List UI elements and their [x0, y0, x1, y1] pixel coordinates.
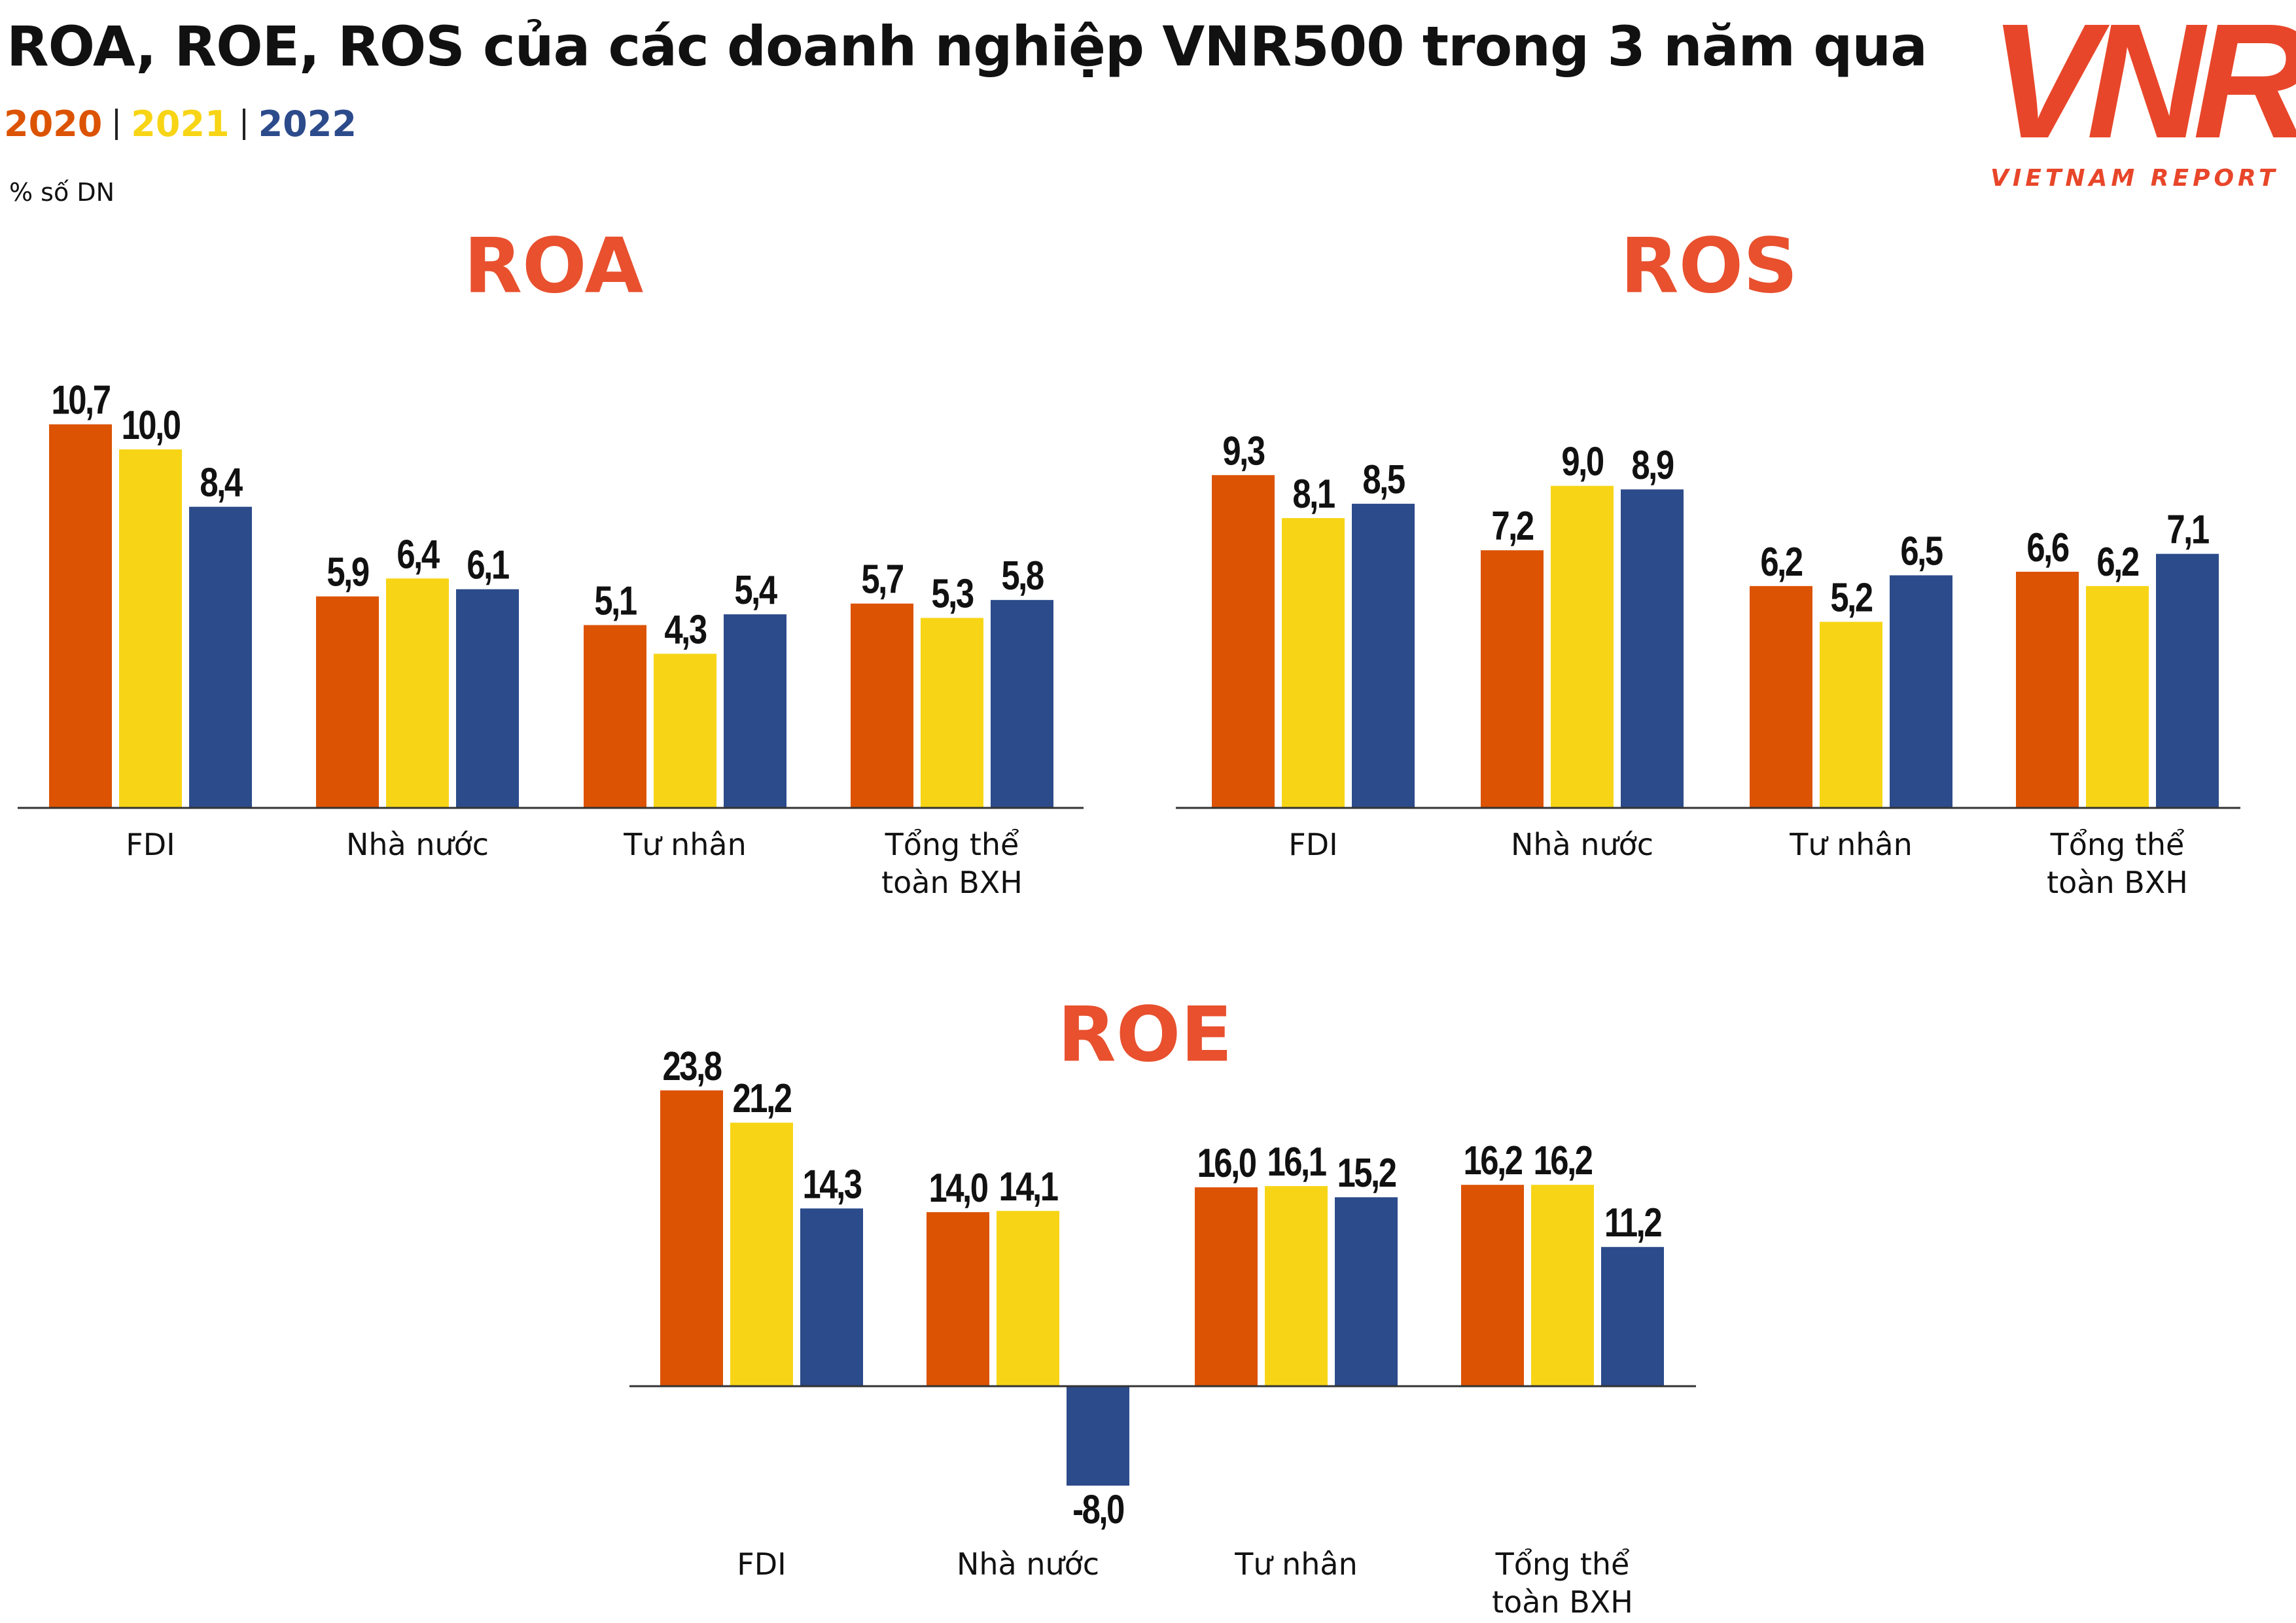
chart-title: ROE — [1057, 991, 1232, 1079]
bar — [724, 614, 786, 808]
value-label: 5,2 — [1830, 576, 1872, 621]
value-label: 5,8 — [1001, 553, 1043, 599]
bar — [851, 603, 913, 808]
x-tick-label: Tư nhân — [624, 827, 747, 862]
page-title: ROA, ROE, ROS của các doanh nghiệp VNR50… — [7, 14, 1928, 79]
bar — [1265, 1186, 1328, 1386]
legend-separator — [115, 109, 118, 140]
value-label: 14,1 — [998, 1164, 1057, 1210]
value-label: 15,2 — [1337, 1151, 1396, 1196]
bar — [1551, 485, 1614, 808]
bar — [1352, 504, 1415, 808]
bar — [1195, 1187, 1258, 1386]
bar — [730, 1123, 793, 1386]
value-label: 8,9 — [1631, 443, 1673, 488]
bar — [1820, 621, 1882, 808]
logo-tagline: VIETNAM REPORT — [1990, 165, 2279, 192]
bar — [654, 654, 716, 808]
bar — [800, 1208, 863, 1386]
value-label: 16,2 — [1463, 1139, 1522, 1184]
bar — [1461, 1185, 1524, 1386]
logo-mark: VNR — [1989, 0, 2296, 172]
legend-entry: 2021 — [131, 103, 230, 145]
x-tick-label: FDI — [1288, 827, 1338, 862]
bar — [316, 596, 379, 808]
x-tick-label: Tổng thể toàn BXH — [1492, 1546, 1633, 1620]
bar — [1601, 1247, 1664, 1386]
bar — [1481, 550, 1544, 808]
bar — [1621, 489, 1684, 808]
value-label: 14,0 — [928, 1166, 987, 1211]
value-label: 5,4 — [734, 568, 777, 613]
unit-label: % số DN — [9, 178, 115, 207]
value-label: 8,1 — [1292, 472, 1334, 517]
value-label: 5,9 — [327, 550, 368, 595]
value-label: 6,1 — [467, 543, 508, 588]
value-label: 5,7 — [861, 557, 903, 602]
bar — [1531, 1185, 1594, 1386]
bar — [1750, 585, 1812, 808]
value-label: 10,7 — [51, 378, 110, 423]
legend: 2020 2021 2022 — [4, 103, 357, 145]
bar — [660, 1090, 723, 1386]
value-label: 6,2 — [2096, 540, 2138, 585]
x-tick-label: FDI — [737, 1546, 786, 1582]
legend-entry: 2020 — [4, 103, 103, 145]
value-label: 6,6 — [2026, 525, 2068, 570]
value-label: 6,4 — [397, 532, 440, 578]
chart-title: ROA — [464, 222, 644, 311]
bar — [189, 506, 252, 808]
bar — [2086, 585, 2149, 808]
value-label: 6,5 — [1900, 529, 1942, 574]
x-tick-label: Nhà nước — [956, 1546, 1100, 1582]
x-tick-label: FDI — [126, 827, 175, 862]
bar — [386, 578, 449, 808]
bar — [991, 600, 1053, 808]
bar — [927, 1212, 989, 1386]
value-label: 9,0 — [1561, 440, 1603, 485]
value-label: 6,2 — [1760, 540, 1802, 585]
bar — [2156, 553, 2219, 808]
value-label: 10,0 — [121, 403, 180, 448]
bar — [1282, 517, 1345, 808]
value-label: 7,1 — [2166, 508, 2208, 553]
x-tick-label: Nhà nước — [1510, 827, 1654, 862]
value-label: 4,3 — [664, 608, 706, 653]
bar — [49, 424, 112, 808]
bar — [456, 589, 519, 808]
value-label: 16,0 — [1197, 1141, 1256, 1186]
value-label: 14,3 — [802, 1162, 861, 1208]
x-tick-label: Tư nhân — [1790, 827, 1913, 862]
bar — [2016, 571, 2079, 808]
value-label: 8,4 — [200, 461, 243, 506]
legend-entry: 2022 — [258, 103, 357, 145]
bar — [1335, 1197, 1398, 1386]
value-label: 5,1 — [594, 579, 636, 624]
x-tick-label: Tổng thể toàn BXH — [2047, 827, 2188, 900]
bar — [1067, 1386, 1129, 1486]
value-label: 9,3 — [1222, 429, 1264, 474]
value-label: -8,0 — [1072, 1488, 1124, 1533]
legend-separator — [242, 109, 245, 140]
bar — [1212, 475, 1275, 808]
bar — [1890, 575, 1952, 808]
chart-title: ROS — [1620, 222, 1797, 311]
value-label: 8,5 — [1362, 457, 1404, 502]
value-label: 11,2 — [1604, 1201, 1661, 1246]
bar — [584, 625, 646, 808]
x-tick-label: Tổng thể toàn BXH — [881, 827, 1023, 900]
value-label: 21,2 — [732, 1077, 791, 1122]
x-tick-label: Tư nhân — [1235, 1546, 1358, 1582]
value-label: 5,3 — [931, 572, 973, 617]
bar — [997, 1211, 1059, 1386]
value-label: 16,1 — [1267, 1140, 1326, 1185]
value-label: 23,8 — [662, 1044, 721, 1089]
value-label: 16,2 — [1533, 1139, 1592, 1184]
bar — [921, 618, 983, 808]
bar — [119, 449, 182, 808]
value-label: 7,2 — [1491, 504, 1533, 549]
x-tick-label: Nhà nước — [345, 827, 489, 862]
